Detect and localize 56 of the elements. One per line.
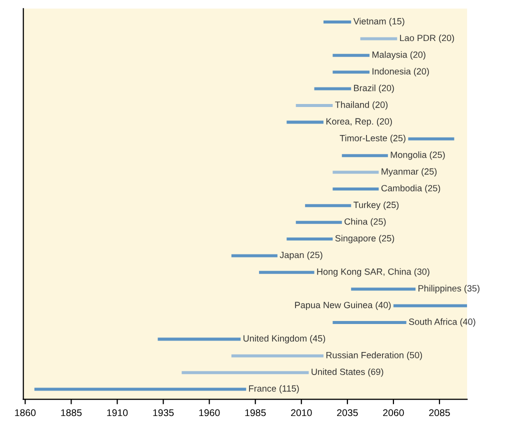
category-label: Brazil (20) — [354, 84, 394, 94]
x-tick-label: 2060 — [383, 409, 404, 416]
bar — [286, 120, 324, 124]
category-label: Vietnam (15) — [353, 18, 404, 26]
category-label: Malaysia (20) — [372, 51, 426, 60]
bar — [182, 371, 309, 374]
bar — [332, 320, 406, 324]
category-label: Papua New Guinea (40) — [295, 302, 391, 310]
category-label: United States (69) — [312, 368, 384, 377]
x-tick-label: 1885 — [61, 409, 82, 416]
category-label: Thailand (20) — [335, 101, 388, 110]
bar — [158, 338, 241, 341]
bar — [351, 288, 416, 291]
bar — [305, 204, 352, 208]
bar — [259, 270, 314, 274]
category-label: Japan (25) — [280, 252, 322, 260]
bar — [286, 238, 333, 241]
bar — [323, 20, 352, 24]
bar — [332, 187, 379, 190]
bar — [296, 104, 333, 107]
category-label: France (115) — [249, 385, 299, 394]
category-label: Lao PDR (20) — [400, 34, 454, 43]
category-label: South Africa (40) — [408, 318, 476, 327]
category-label: China (25) — [344, 218, 386, 227]
bar — [231, 354, 324, 358]
category-label: Hong Kong SAR, China (30) — [317, 268, 430, 277]
x-tick-label: 2085 — [429, 409, 450, 416]
bar — [408, 137, 454, 140]
category-label: Timor-Leste (25) — [340, 134, 406, 144]
category-label: Singapore (25) — [335, 234, 394, 244]
bar — [360, 37, 398, 40]
x-tick-label: 1935 — [153, 409, 174, 416]
bar — [393, 304, 468, 308]
x-tick-label: 2035 — [337, 409, 358, 416]
category-label: Cambodia (25) — [381, 184, 440, 194]
category-label: Philippines (35) — [418, 284, 480, 294]
category-label: United Kingdom (45) — [244, 334, 326, 344]
x-tick-label: 1960 — [199, 409, 220, 416]
bar — [332, 170, 379, 174]
x-tick-label: 1860 — [15, 409, 36, 416]
bar — [332, 54, 370, 57]
bar — [342, 154, 388, 158]
x-tick-label: 2010 — [291, 409, 312, 416]
bar — [332, 70, 370, 74]
category-label: Indonesia (20) — [372, 68, 429, 76]
bar — [296, 220, 342, 224]
category-label: Mongolia (25) — [390, 151, 445, 160]
bar — [34, 388, 246, 391]
x-tick-label: 1985 — [245, 409, 266, 416]
category-label: Russian Federation (50) — [326, 352, 422, 360]
category-label: Korea, Rep. (20) — [326, 118, 392, 126]
bar — [314, 87, 352, 90]
bar — [231, 254, 278, 258]
x-tick-label: 1910 — [107, 409, 128, 416]
category-label: Myanmar (25) — [382, 168, 437, 176]
category-label: Turkey (25) — [354, 201, 399, 210]
